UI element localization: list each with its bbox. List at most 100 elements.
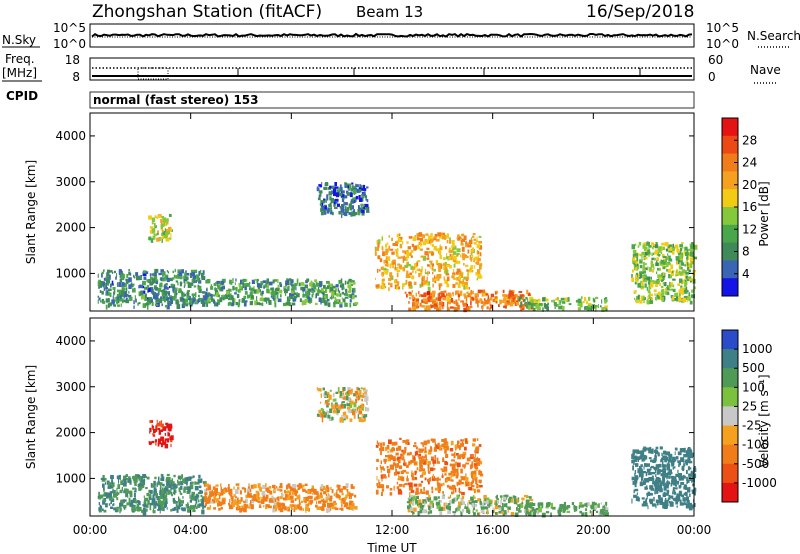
echo-cell bbox=[284, 494, 288, 498]
echo-cell bbox=[169, 436, 173, 440]
echo-cell bbox=[156, 419, 158, 423]
echo-cell bbox=[354, 302, 359, 305]
colorbar-tick-label: 24 bbox=[742, 156, 757, 170]
echo-cell bbox=[651, 297, 653, 302]
echo-cell bbox=[359, 184, 362, 188]
echo-cell bbox=[133, 490, 137, 493]
echo-cell bbox=[577, 298, 582, 304]
echo-cell bbox=[596, 305, 599, 308]
echo-cell bbox=[545, 298, 549, 302]
echo-cell bbox=[511, 295, 516, 300]
echo-cell bbox=[449, 239, 452, 244]
echo-cell bbox=[154, 476, 157, 480]
echo-cell bbox=[312, 291, 314, 296]
echo-cell bbox=[463, 276, 467, 280]
echo-cell bbox=[562, 509, 566, 513]
echo-cell bbox=[532, 307, 536, 311]
echo-cell bbox=[116, 475, 119, 479]
echo-cell bbox=[633, 267, 637, 271]
echo-cell bbox=[668, 469, 672, 474]
echo-cell bbox=[170, 233, 172, 238]
echo-cell bbox=[501, 511, 505, 514]
echo-cell bbox=[682, 297, 687, 303]
echo-cell bbox=[678, 491, 683, 497]
echo-cell bbox=[396, 486, 400, 490]
echo-cell bbox=[644, 283, 647, 288]
echo-cell bbox=[404, 250, 406, 255]
echo-cell bbox=[477, 270, 481, 274]
echo-cell bbox=[639, 466, 642, 470]
colorbar-swatch bbox=[722, 118, 738, 137]
echo-cell bbox=[191, 491, 195, 495]
echo-cell bbox=[446, 283, 450, 288]
echo-cell bbox=[431, 290, 436, 295]
echo-cell bbox=[323, 293, 325, 297]
echo-cell bbox=[300, 500, 304, 503]
echo-cell bbox=[681, 242, 684, 245]
echo-cell bbox=[221, 279, 226, 282]
echo-cell bbox=[331, 291, 335, 296]
echo-cell bbox=[408, 460, 413, 465]
echo-cell bbox=[689, 450, 693, 454]
echo-cell bbox=[678, 485, 681, 489]
echo-cell bbox=[178, 487, 181, 492]
echo-cell bbox=[336, 484, 340, 488]
echo-cell bbox=[274, 288, 277, 292]
echo-cell bbox=[666, 481, 670, 485]
echo-cell bbox=[442, 491, 444, 494]
echo-cell bbox=[681, 465, 685, 470]
echo-cell bbox=[412, 296, 415, 302]
echo-cell bbox=[153, 505, 156, 509]
echo-cell bbox=[158, 501, 161, 505]
echo-cell bbox=[190, 301, 192, 305]
echo-cell bbox=[364, 203, 369, 208]
echo-cell bbox=[640, 295, 645, 301]
echo-cell bbox=[312, 488, 317, 494]
echo-cell bbox=[105, 291, 107, 296]
echo-cell bbox=[418, 294, 421, 298]
echo-cell bbox=[337, 410, 340, 413]
echo-cell bbox=[463, 263, 465, 266]
echo-cell bbox=[354, 408, 357, 412]
echo-cell bbox=[126, 474, 128, 478]
echo-cell bbox=[340, 278, 343, 284]
echo-cell bbox=[677, 451, 682, 456]
echo-cell bbox=[116, 492, 119, 495]
echo-cell bbox=[105, 276, 107, 280]
echo-cell bbox=[335, 391, 338, 394]
echo-cell bbox=[686, 259, 688, 263]
echo-cell bbox=[201, 273, 204, 277]
echo-cell bbox=[419, 237, 424, 242]
echo-cell bbox=[105, 298, 110, 303]
echo-cell bbox=[647, 266, 649, 271]
echo-cell bbox=[330, 205, 332, 209]
echo-cell bbox=[107, 486, 109, 489]
echo-cell bbox=[342, 287, 345, 290]
echo-cell bbox=[467, 502, 469, 507]
echo-cell bbox=[157, 287, 162, 292]
echo-cell bbox=[105, 503, 108, 508]
echo-cell bbox=[240, 497, 243, 502]
echo-cell bbox=[687, 466, 690, 471]
colorbar-swatch bbox=[722, 224, 738, 244]
echo-cell bbox=[205, 295, 209, 300]
echo-cell bbox=[349, 404, 352, 408]
echo-cell bbox=[142, 303, 147, 308]
echo-cell bbox=[663, 451, 666, 454]
echo-cell bbox=[234, 489, 239, 495]
echo-cell bbox=[338, 192, 343, 197]
echo-cell bbox=[168, 302, 170, 306]
echo-cell bbox=[286, 494, 291, 498]
echo-cell bbox=[662, 260, 667, 265]
echo-cell bbox=[425, 282, 429, 286]
echo-cell bbox=[284, 506, 287, 511]
echo-cell bbox=[470, 300, 472, 306]
echo-cell bbox=[108, 503, 111, 506]
echo-cell bbox=[178, 496, 180, 500]
echo-cell bbox=[447, 496, 451, 499]
echo-cell bbox=[654, 280, 657, 284]
echo-cell bbox=[265, 297, 270, 301]
echo-cell bbox=[349, 294, 352, 299]
echo-cell bbox=[350, 283, 353, 286]
echo-cell bbox=[338, 211, 342, 215]
